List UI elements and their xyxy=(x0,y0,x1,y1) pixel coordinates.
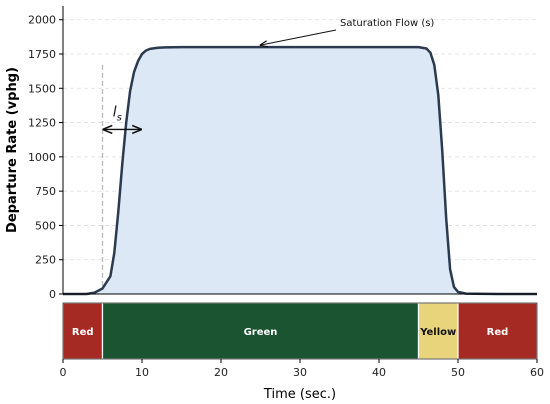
x-tick-label: 0 xyxy=(60,366,67,379)
annotations: ls Saturation Flow (s) xyxy=(104,18,434,129)
y-tick-label: 0 xyxy=(49,288,56,301)
y-tick-label: 500 xyxy=(35,219,56,232)
phase-segment xyxy=(417,302,459,360)
y-tick-label: 1000 xyxy=(28,151,56,164)
phase-segment xyxy=(62,302,104,360)
lost-time-label: ls xyxy=(113,104,122,123)
x-tick-label: 20 xyxy=(214,366,228,379)
y-tick-label: 750 xyxy=(35,185,56,198)
phase-label: Green xyxy=(244,327,278,338)
y-tick-label: 1750 xyxy=(28,48,56,61)
axes: 0 250 500 750 1000 1250 1500 1750 2000 xyxy=(28,6,537,301)
x-tick-label: 10 xyxy=(135,366,149,379)
departure-area-fill xyxy=(63,47,537,294)
saturation-flow-label: Saturation Flow (s) xyxy=(340,18,434,29)
x-axis-title: Time (sec.) xyxy=(263,387,336,402)
y-tick-label: 1250 xyxy=(28,117,56,130)
x-tick-label: 40 xyxy=(372,366,386,379)
phase-segment xyxy=(457,302,538,360)
y-tick-label: 1500 xyxy=(28,82,56,95)
lost-time-subscript: s xyxy=(117,112,122,123)
phase-label: Red xyxy=(487,327,509,338)
departure-curve xyxy=(63,45,537,296)
y-axis-title: Departure Rate (vphg) xyxy=(5,67,20,233)
saturation-flow-pointer xyxy=(261,29,337,45)
x-tick-label: 60 xyxy=(530,366,544,379)
signal-phase-bar: Red Green Yellow Red 0 10 20 30 40 50 60 xyxy=(60,302,544,379)
phase-label: Red xyxy=(72,327,94,338)
y-tick-label: 250 xyxy=(35,254,56,267)
phase-segment xyxy=(101,302,420,360)
x-tick-label: 30 xyxy=(293,366,307,379)
phase-label: Yellow xyxy=(419,327,456,338)
y-tick-label: 2000 xyxy=(28,14,56,27)
series-layer xyxy=(63,45,537,296)
x-tick-label: 50 xyxy=(451,366,465,379)
